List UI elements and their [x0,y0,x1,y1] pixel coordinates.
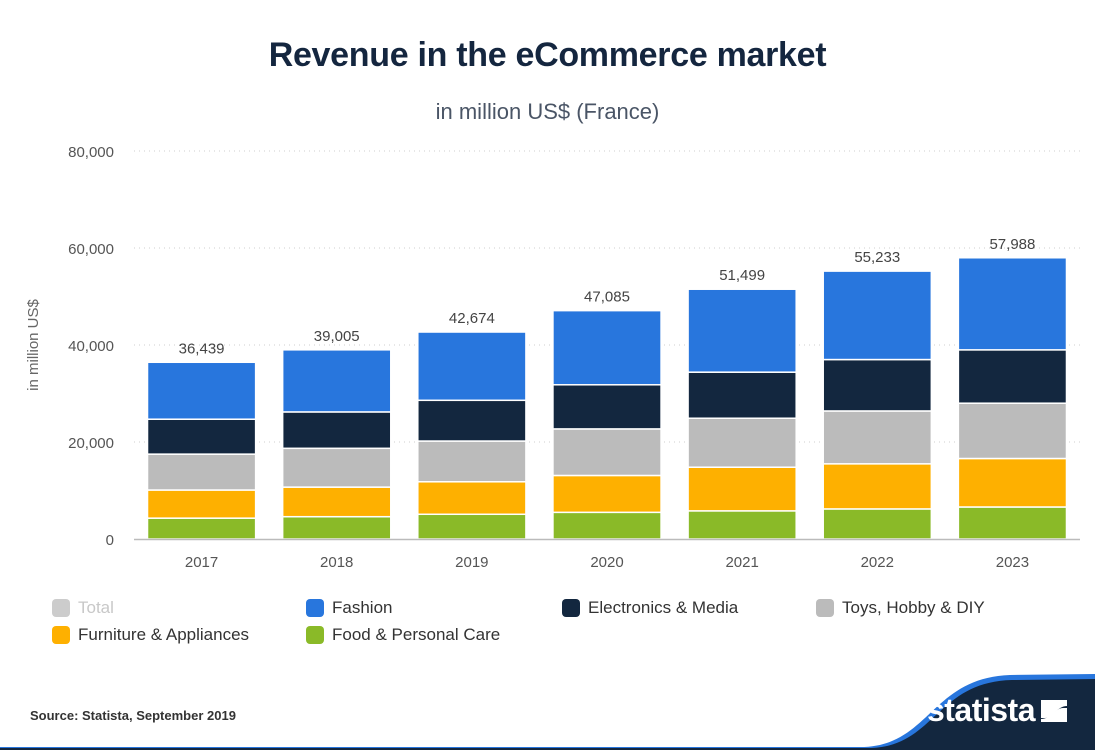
bar-segment-food-personal-care [552,511,662,540]
bar-segment-electronics-media [687,371,797,419]
legend-swatch-furniture-appliances [52,626,70,644]
legend-item-fashion[interactable]: Fashion [306,598,392,618]
bar-segment-furniture-appliances [146,489,257,519]
total-data-label: 47,085 [584,289,630,306]
total-data-label: 57,988 [989,236,1035,253]
bar-segment-toys-hobby-diy [146,453,257,491]
statista-logo[interactable]: statista [926,692,1036,728]
bar-segment-furniture-appliances [687,466,797,512]
bar-segment-electronics-media [417,399,527,442]
legend-label: Furniture & Appliances [78,625,250,644]
footer-banner [0,674,1095,750]
total-data-label: 36,439 [179,340,225,357]
bar-segment-food-personal-care [957,506,1068,540]
legend-item-toys-hobby-diy[interactable]: Toys, Hobby & DIY [816,598,985,618]
x-tick-label: 2023 [996,554,1029,571]
bar-segment-furniture-appliances [552,474,662,514]
legend-label: Toys, Hobby & DIY [842,598,985,617]
y-tick-label: 80,000 [68,144,114,161]
bar-segment-electronics-media [281,411,392,450]
bar-segment-furniture-appliances [822,463,933,510]
legend-label: Total [78,598,114,617]
legend-item-electronics-media[interactable]: Electronics & Media [562,598,738,618]
x-tick-label: 2020 [590,554,623,571]
total-data-label: 55,233 [854,249,900,266]
x-tick-label: 2017 [185,554,218,571]
legend-item-food-personal-care[interactable]: Food & Personal Care [306,625,500,645]
bar-segment-toys-hobby-diy [957,402,1068,460]
legend-swatch-total [52,599,70,617]
bar-segment-electronics-media [146,418,257,455]
x-tick-label: 2022 [861,554,894,571]
legend-swatch-food-personal-care [306,626,324,644]
bar-segment-food-personal-care [822,508,933,540]
y-tick-label: 60,000 [68,241,114,258]
legend-swatch-toys-hobby-diy [816,599,834,617]
bar-segment-fashion [417,331,527,402]
bar-segment-fashion [146,361,257,420]
bar-segment-fashion [822,270,933,361]
total-data-label: 39,005 [314,328,360,345]
y-tick-label: 0 [106,532,114,549]
source-note: Source: Statista, September 2019 [30,708,236,723]
bar-segment-toys-hobby-diy [822,410,933,465]
bar-segment-toys-hobby-diy [281,447,392,488]
bar-segment-fashion [957,257,1068,351]
bar-segment-fashion [552,309,662,386]
legend-swatch-fashion [306,599,324,617]
bar-segment-food-personal-care [281,515,392,540]
legend-label: Electronics & Media [588,598,739,617]
total-data-label: 51,499 [719,267,765,284]
total-data-label: 42,674 [449,310,495,327]
x-tick-label: 2019 [455,554,488,571]
x-tick-label: 2021 [725,554,758,571]
bar-segment-food-personal-care [687,510,797,540]
chart-title: Revenue in the eCommerce market [268,36,827,74]
statista-logo-icon [1041,700,1067,722]
legend-item-furniture-appliances[interactable]: Furniture & Appliances [52,625,249,645]
bar-segment-food-personal-care [146,517,257,540]
bar-segment-electronics-media [552,384,662,430]
bar-segment-furniture-appliances [281,486,392,518]
stacked-bar-chart: 0 20,000 40,000 60,000 80,000 in million US$ 3… [25,144,1080,571]
legend-label: Food & Personal Care [332,625,501,644]
legend-label: Fashion [332,598,393,617]
bar-segment-food-personal-care [417,513,527,540]
y-axis-label: in million US$ [25,298,42,390]
legend-item-total[interactable]: Total [52,598,114,618]
legend-swatch-electronics-media [562,599,580,617]
bar-segment-toys-hobby-diy [687,417,797,468]
bar-segment-electronics-media [957,349,1068,404]
bar-segment-furniture-appliances [417,481,527,516]
bar-segment-electronics-media [822,358,933,412]
bar-segment-fashion [687,288,797,373]
bar-segment-fashion [281,349,392,413]
x-tick-label: 2018 [320,554,353,571]
chart-subtitle: in million US$ (France) [435,99,660,124]
bar-segment-toys-hobby-diy [552,428,662,477]
y-tick-label: 20,000 [68,435,114,452]
bar-segment-furniture-appliances [957,457,1068,508]
y-tick-label: 40,000 [68,338,114,355]
bar-segment-toys-hobby-diy [417,440,527,483]
